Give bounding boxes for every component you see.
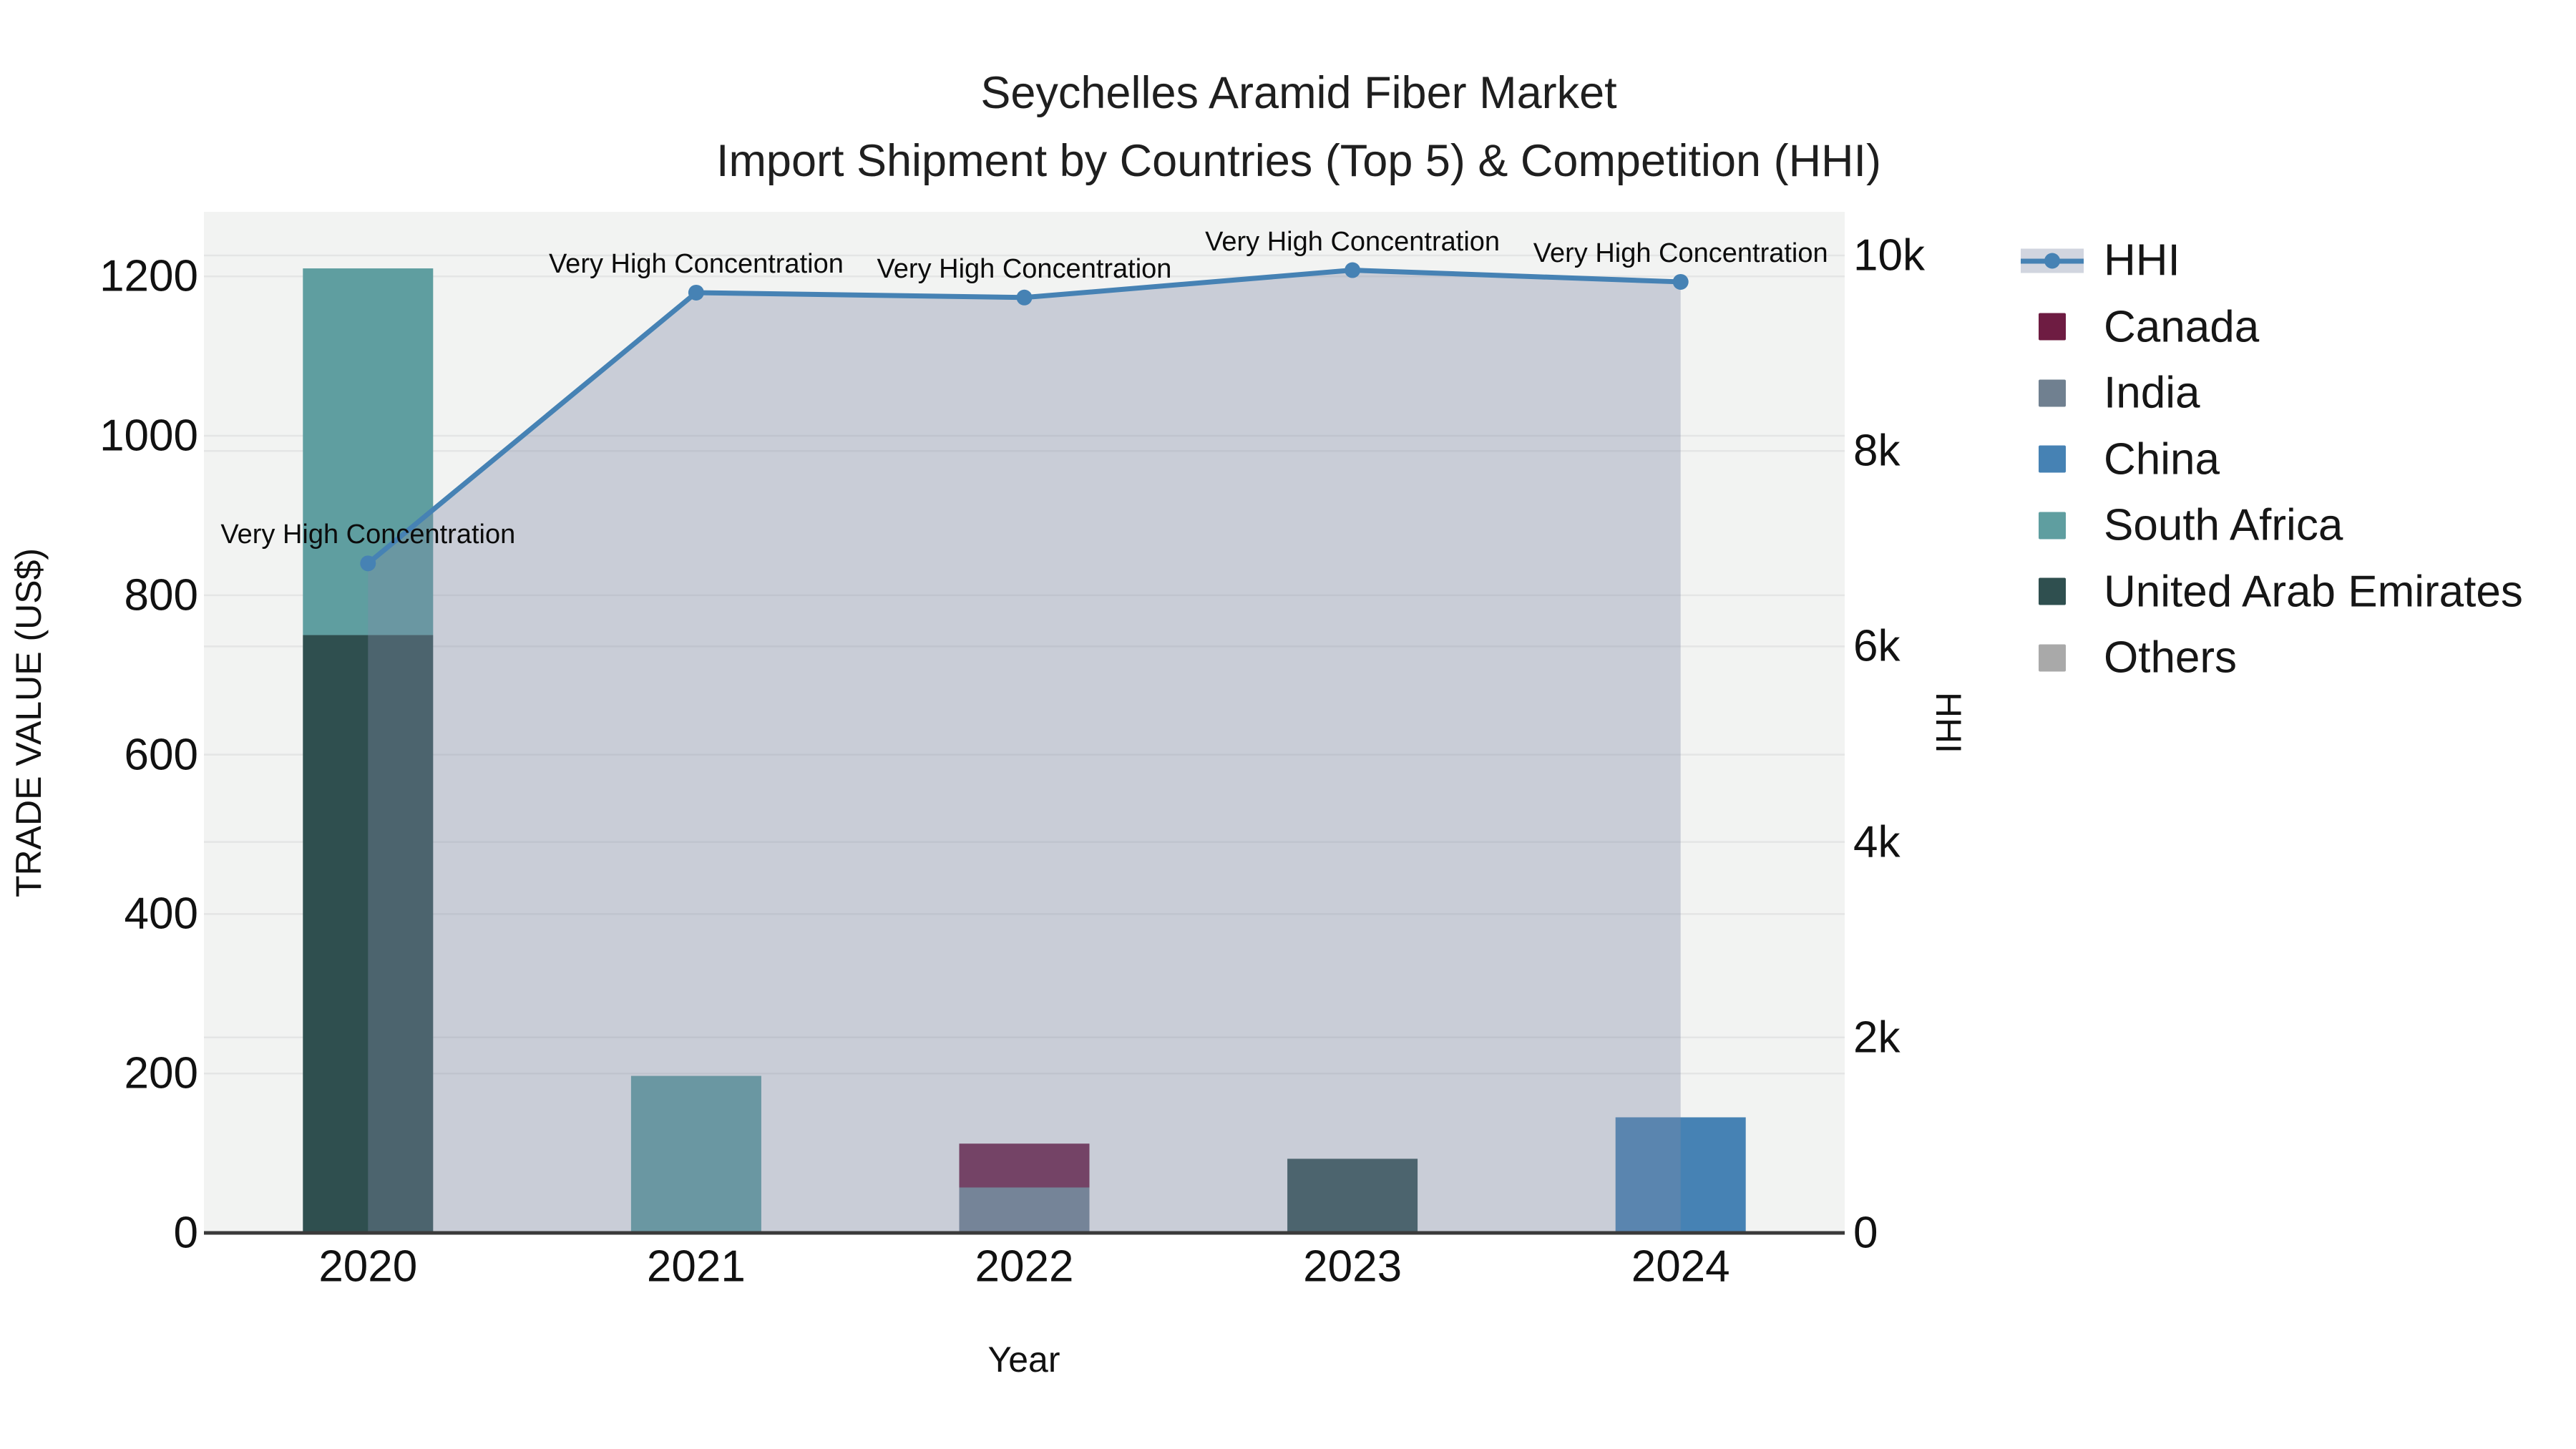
legend-label: China [2104,434,2220,484]
bar-segment-canada-2022[interactable] [959,1143,1090,1188]
bar-segment-south-africa-2020[interactable] [303,268,434,635]
legend-item-canada[interactable]: Canada [2021,301,2259,352]
annotation-very-high-concentration: Very High Concentration [877,253,1172,284]
y-tick-label: 0 [173,1208,198,1258]
x-tick-label-2024: 2024 [1631,1241,1730,1292]
x-tick-label-2022: 2022 [975,1241,1074,1292]
legend-swatch-icon [2021,377,2084,409]
annotation-very-high-concentration: Very High Concentration [1205,226,1501,257]
y-tick-label: 200 [124,1048,198,1098]
y-tick-label: 600 [124,730,198,780]
bar-segment-united-arab-emirates-2023[interactable] [1287,1158,1418,1233]
color-swatch [2039,445,2066,473]
hhi-point-2020[interactable] [360,555,376,572]
chart-title-line1: Seychelles Aramid Fiber Market [980,68,1617,118]
color-swatch [2039,577,2066,605]
y2-tick-label: 6k [1853,621,1901,671]
legend-label: HHI [2104,235,2180,286]
color-swatch [2039,644,2066,671]
legend-item-china[interactable]: China [2021,434,2220,484]
bar-segment-south-africa-2021[interactable] [630,1075,761,1233]
hhi-point-2024[interactable] [1672,273,1689,290]
y2-tick-label: 4k [1853,817,1901,867]
bar-segment-china-2024[interactable] [1615,1117,1746,1233]
legend-item-south-africa[interactable]: South Africa [2021,500,2343,551]
y-tick-label: 1000 [99,411,198,461]
legend-label: Others [2104,633,2238,683]
legend-label: United Arab Emirates [2104,567,2523,616]
legend-item-united-arab-emirates[interactable]: United Arab Emirates [2021,566,2523,617]
y2-tick-label: 0 [1853,1208,1878,1258]
legend-swatch-icon [2021,444,2084,475]
legend-item-hhi[interactable]: HHI [2021,235,2180,286]
y-tick-label: 400 [124,889,198,939]
y-tick-label: 1200 [99,251,198,301]
legend-swatch-icon [2021,509,2084,541]
annotation-very-high-concentration: Very High Concentration [1533,238,1828,268]
bar-segment-united-arab-emirates-2020[interactable] [303,635,434,1233]
legend-label: South Africa [2104,500,2343,550]
hhi-point-2021[interactable] [688,284,704,301]
legend-label: India [2104,368,2200,418]
x-tick-label-2021: 2021 [646,1241,746,1292]
x-tick-label-2023: 2023 [1303,1241,1402,1292]
y2-tick-label: 10k [1853,230,1925,280]
color-swatch [2039,313,2066,341]
legend-swatch-icon [2021,642,2084,673]
hhi-area-fill [368,270,1681,1233]
y-tick-label: 800 [124,570,198,620]
chart-title-line2: Import Shipment by Countries (Top 5) & C… [716,136,1882,186]
annotation-very-high-concentration: Very High Concentration [220,519,516,550]
legend-label: Canada [2104,302,2260,351]
color-swatch [2039,512,2066,539]
hhi-point-2023[interactable] [1345,262,1361,278]
legend-swatch-icon [2021,576,2084,608]
hhi-marker-swatch [2044,253,2060,268]
color-swatch [2039,379,2066,406]
hhi-line-icon [2021,245,2084,276]
y2-tick-label: 8k [1853,426,1901,476]
legend-item-others[interactable]: Others [2021,633,2237,683]
bar-segment-india-2022[interactable] [959,1187,1090,1233]
x-tick-label-2020: 2020 [318,1241,418,1292]
y2-tick-label: 2k [1853,1013,1901,1063]
legend-swatch-icon [2021,311,2084,343]
legend-item-india[interactable]: India [2021,368,2200,419]
plot-background [204,212,1845,1233]
hhi-point-2022[interactable] [1016,289,1033,306]
x-axis-title: Year [987,1340,1060,1380]
y2-axis-title: HHI [1928,691,1968,754]
annotation-very-high-concentration: Very High Concentration [548,248,844,279]
